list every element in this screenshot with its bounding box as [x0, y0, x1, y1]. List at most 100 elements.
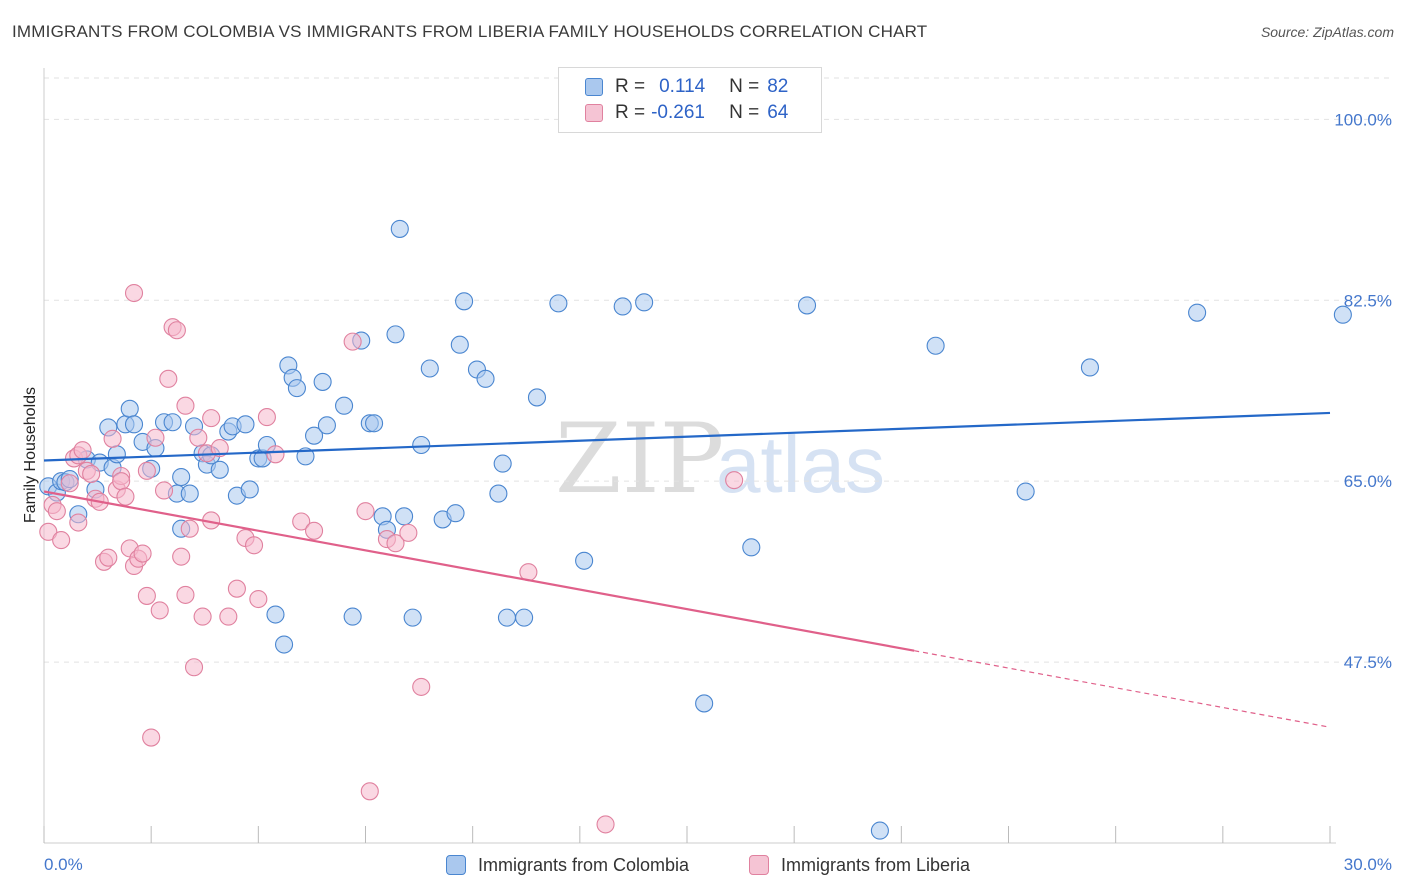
point-liberia	[180, 519, 199, 538]
trend-line-liberia-extrapolated	[914, 650, 1331, 728]
point-colombia	[180, 484, 199, 503]
y-axis-title: Family Households	[22, 387, 39, 523]
point-colombia	[489, 484, 508, 503]
point-liberia	[112, 472, 131, 491]
point-colombia	[365, 414, 384, 433]
y-tick-label: 100.0%	[1334, 110, 1392, 129]
point-colombia	[386, 325, 405, 344]
point-colombia	[420, 359, 439, 378]
point-colombia	[124, 415, 144, 434]
legend-swatch-liberia	[585, 104, 603, 122]
point-colombia	[390, 219, 409, 238]
point-liberia	[596, 815, 615, 834]
point-colombia	[695, 694, 714, 713]
point-colombia	[403, 608, 422, 627]
point-colombia	[236, 415, 255, 434]
legend-n-value: 82	[767, 76, 789, 97]
bottom-legend-label-liberia: Immigrants from Liberia	[781, 854, 971, 875]
axes	[43, 68, 1336, 844]
point-liberia	[150, 601, 169, 620]
point-liberia	[60, 474, 79, 493]
point-colombia	[455, 292, 474, 311]
point-colombia	[287, 379, 306, 398]
point-liberia	[137, 461, 156, 480]
point-liberia	[176, 585, 195, 604]
point-colombia	[635, 293, 654, 312]
legend-r-label: R =	[615, 102, 646, 123]
point-colombia	[1333, 305, 1352, 324]
point-liberia	[343, 332, 362, 351]
point-liberia	[142, 728, 161, 747]
point-liberia	[266, 445, 285, 464]
bottom-legend-label-colombia: Immigrants from Colombia	[478, 854, 690, 875]
point-liberia	[99, 548, 118, 567]
source-label: Source: ZipAtlas.com	[1260, 24, 1394, 40]
point-colombia	[240, 480, 259, 499]
point-colombia	[107, 445, 126, 464]
point-colombia	[343, 607, 362, 626]
point-liberia	[193, 607, 212, 626]
series-colombia-points	[39, 219, 1352, 840]
y-tick-label: 82.5%	[1344, 291, 1392, 310]
point-colombia	[313, 372, 332, 391]
point-liberia	[189, 428, 208, 447]
legend-n-label: N =	[729, 102, 760, 123]
series-liberia-points	[39, 283, 744, 834]
point-liberia	[202, 409, 221, 428]
point-liberia	[399, 523, 418, 542]
point-colombia	[527, 388, 547, 407]
point-liberia	[244, 536, 264, 555]
point-colombia	[515, 608, 534, 627]
trend-lines	[43, 411, 1331, 728]
legend-row-liberia: R = -0.261 N = 64	[585, 100, 788, 126]
point-liberia	[184, 658, 204, 677]
point-liberia	[124, 283, 144, 303]
point-liberia	[292, 512, 311, 531]
point-liberia	[725, 471, 744, 490]
x-tick-label-min: 0.0%	[44, 855, 83, 874]
point-liberia	[159, 369, 178, 388]
point-liberia	[146, 428, 165, 447]
point-liberia	[69, 513, 88, 532]
point-liberia	[154, 481, 174, 500]
watermark: ZIP atlas	[555, 403, 885, 515]
point-liberia	[167, 321, 186, 340]
point-liberia	[39, 522, 58, 541]
bottom-legend-swatch-liberia	[749, 855, 769, 875]
chart-title: IMMIGRANTS FROM COLOMBIA VS IMMIGRANTS F…	[12, 22, 928, 41]
legend-r-value: -0.261	[651, 102, 705, 123]
point-liberia	[137, 586, 156, 605]
point-liberia	[116, 487, 135, 506]
trend-line-liberia	[43, 490, 915, 652]
y-tick-labels: 47.5% 65.0% 82.5% 100.0%	[1334, 110, 1392, 672]
point-liberia	[257, 408, 276, 427]
point-liberia	[103, 429, 122, 448]
point-liberia	[219, 607, 238, 626]
point-colombia	[1016, 482, 1035, 501]
point-colombia	[210, 460, 229, 479]
point-liberia	[412, 677, 431, 696]
point-colombia	[412, 435, 431, 455]
point-liberia	[227, 579, 246, 598]
point-colombia	[266, 605, 285, 624]
legend-n-label: N =	[729, 76, 760, 97]
trend-line-colombia	[43, 411, 1331, 462]
point-colombia	[305, 426, 324, 445]
point-liberia	[133, 544, 152, 563]
point-colombia	[1080, 358, 1099, 377]
point-liberia	[356, 502, 375, 521]
point-liberia	[52, 531, 71, 550]
point-colombia	[742, 538, 761, 557]
y-tick-label: 65.0%	[1344, 472, 1392, 491]
point-liberia	[386, 534, 405, 553]
point-colombia	[172, 467, 191, 487]
correlation-legend: R = 0.114 N = 82 R = -0.261 N = 64	[558, 67, 822, 133]
point-liberia	[82, 464, 101, 483]
point-colombia	[120, 399, 139, 418]
point-liberia	[47, 502, 66, 521]
point-colombia	[870, 821, 889, 840]
watermark-zip: ZIP	[555, 403, 724, 515]
x-tick-label-max: 30.0%	[1344, 855, 1392, 874]
point-liberia	[210, 439, 229, 458]
